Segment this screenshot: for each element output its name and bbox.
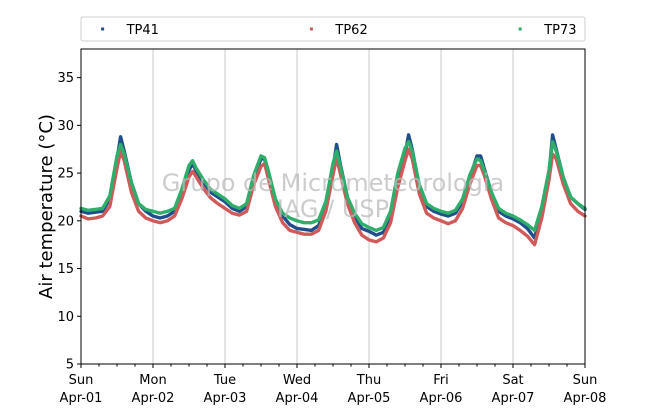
legend: TP41 TP62 TP73 bbox=[80, 16, 586, 42]
x-tick-weekday-apr-01: Sun bbox=[69, 373, 94, 388]
x-tick-weekday-apr-07: Sat bbox=[502, 373, 523, 388]
legend-label-tp41: TP41 bbox=[126, 23, 159, 38]
x-tick-date-apr-02: Apr-02 bbox=[132, 391, 175, 406]
x-tick-weekday-apr-02: Mon bbox=[139, 373, 166, 388]
series-line-tp62 bbox=[79, 147, 587, 247]
legend-marker-tp41 bbox=[101, 27, 105, 31]
y-tick-label-10: 10 bbox=[57, 310, 74, 325]
legend-marker-tp73 bbox=[518, 27, 522, 31]
x-tick-weekday-apr-03: Tue bbox=[213, 373, 236, 388]
legend-marker-tp62 bbox=[309, 27, 313, 31]
y-tick-label-25: 25 bbox=[57, 167, 74, 182]
watermark: Grupo de Micrometeorologia IAG / USP bbox=[162, 169, 504, 223]
plot-series bbox=[79, 133, 587, 247]
y-tick-label-20: 20 bbox=[57, 214, 74, 229]
y-axis: 5 10 15 20 25 30 35 bbox=[57, 71, 81, 373]
legend-box bbox=[80, 16, 586, 42]
watermark-line-2: IAG / USP bbox=[277, 195, 389, 223]
y-tick-label-5: 5 bbox=[66, 358, 74, 373]
y-tick-label-35: 35 bbox=[57, 71, 74, 86]
x-tick-weekday-apr-05: Thu bbox=[356, 373, 381, 388]
x-tick-weekday-apr-08: Sun bbox=[573, 373, 598, 388]
x-tick-weekday-apr-04: Wed bbox=[283, 373, 311, 388]
x-tick-date-apr-08: Apr-08 bbox=[564, 391, 607, 406]
legend-label-tp73: TP73 bbox=[543, 23, 576, 38]
x-tick-date-apr-05: Apr-05 bbox=[348, 391, 391, 406]
y-tick-label-15: 15 bbox=[57, 262, 74, 277]
x-tick-date-apr-01: Apr-01 bbox=[60, 391, 103, 406]
x-axis: Sun Apr-01 Mon Apr-02 Tue Apr-03 Wed Apr-04 Thu A… bbox=[60, 364, 607, 406]
x-tick-date-apr-07: Apr-07 bbox=[492, 391, 535, 406]
x-tick-date-apr-03: Apr-03 bbox=[204, 391, 247, 406]
x-tick-date-apr-04: Apr-04 bbox=[276, 391, 319, 406]
y-tick-label-30: 30 bbox=[57, 119, 74, 134]
series-line-tp73 bbox=[79, 139, 587, 233]
watermark-line-1: Grupo de Micrometeorologia bbox=[162, 169, 504, 197]
legend-label-tp62: TP62 bbox=[334, 23, 367, 38]
x-tick-date-apr-06: Apr-06 bbox=[420, 391, 463, 406]
y-axis-label: Air temperature (°C) bbox=[36, 114, 57, 299]
x-tick-weekday-apr-06: Fri bbox=[433, 373, 449, 388]
vertical-gridlines bbox=[152, 49, 514, 364]
